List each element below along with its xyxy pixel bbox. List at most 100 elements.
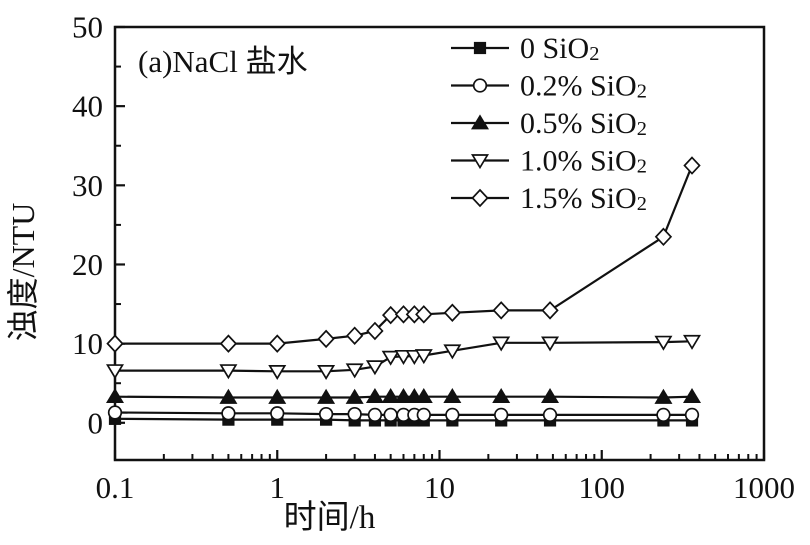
series-marker-3 [268,364,287,380]
series-marker-3 [219,364,238,380]
x-axis-tick-label: 1 [270,470,286,505]
text-run: 0 SiO [520,32,589,65]
subscript: 2 [637,156,647,178]
x-axis-title: 时间/h [284,500,376,536]
x-axis: 0.1 1 10 100 1000 [96,450,795,505]
series-marker-3 [541,336,560,352]
y-axis-tick-label: 20 [72,247,103,282]
series-marker-2 [317,388,336,404]
series-marker-4 [345,326,364,345]
panel-annotation: (a)NaCl 盐水 [138,44,308,79]
series-marker-1 [318,406,334,422]
series-marker-2 [365,388,384,404]
series-marker-3 [394,349,413,365]
subscript: 2 [637,193,647,215]
series-marker-3 [492,336,511,352]
series-marker-4 [366,321,384,341]
legend-marker-triangle-up [470,114,490,130]
series-marker-1 [383,407,398,423]
series-marker-1 [107,405,123,420]
series-marker-2 [381,388,400,404]
legend-label: 0 SiO2 [520,32,599,66]
series-marker-2 [541,388,560,404]
series-marker-1 [367,407,383,423]
legend-marker-diamond [471,188,489,208]
series-marker-4 [654,227,673,247]
series-marker-1 [494,407,509,423]
x-axis-tick-label: 100 [579,470,626,505]
series-2 [105,388,702,404]
series-marker-1 [270,406,285,421]
series-marker-3 [443,344,462,360]
legend-marker-triangle-down [470,154,490,170]
y-axis-tick-label: 40 [72,89,103,124]
legend-label: 1.0% SiO2 [520,144,647,178]
series-marker-1 [542,407,558,423]
x-axis-tick-label: 1000 [733,470,795,505]
series-marker-2 [268,388,287,404]
series-marker-4 [219,334,238,353]
series-marker-3 [365,360,384,376]
series-marker-2 [683,388,702,404]
y-axis-tick-label: 50 [72,10,103,45]
series-marker-4 [106,334,124,353]
series-marker-2 [219,388,238,404]
series-marker-1 [656,407,671,423]
x-axis-tick-label: 10 [424,470,455,505]
legend-label: 1.5% SiO2 [520,182,647,216]
series-1 [107,405,700,423]
y-axis-title: 浊度/NTU [5,203,41,342]
series-marker-1 [416,407,431,423]
legend-label: 0.5% SiO2 [520,107,647,141]
series-marker-4 [541,301,559,320]
series-marker-3 [317,364,336,380]
legend-entry-3: 1.0% SiO2 [451,144,647,178]
legend-label: 0.2% SiO2 [520,69,647,103]
series-marker-2 [443,388,462,404]
series-marker-2 [394,388,413,404]
series-marker-1 [445,407,460,423]
subscript: 2 [589,43,599,65]
series-marker-2 [654,388,673,404]
text-run: 1.5% SiO [520,182,637,215]
legend-marker-circle [472,78,488,93]
series-marker-1 [684,407,700,423]
x-axis-tick-label: 0.1 [96,470,135,505]
series-marker-2 [492,388,511,404]
series-marker-3 [414,349,433,365]
y-axis-tick-label: 10 [72,326,103,361]
series-marker-2 [105,388,125,404]
text-run: 0.5% SiO [520,107,637,140]
series-marker-4 [415,305,433,324]
series-marker-3 [654,335,673,351]
y-axis-tick-label: 30 [72,168,103,203]
legend-entry-2: 0.5% SiO2 [451,107,647,141]
subscript: 2 [637,81,647,103]
legend-entry-4: 1.5% SiO2 [451,182,647,216]
series-marker-4 [317,329,335,349]
series-marker-2 [414,388,433,404]
series-marker-1 [347,406,362,422]
series-marker-4 [443,303,462,323]
series-marker-3 [105,364,125,380]
series-4 [106,156,701,353]
legend-entry-0: 0 SiO2 [451,32,599,66]
subscript: 2 [637,118,647,140]
series-marker-3 [683,334,702,350]
series-marker-4 [492,301,510,320]
legend-marker-square [473,41,487,55]
series-marker-3 [381,350,400,366]
series-marker-4 [683,156,701,175]
series-marker-1 [221,406,236,421]
series-marker-4 [268,334,286,353]
series-marker-4 [381,305,400,325]
text-run: 0.2% SiO [520,69,637,102]
text-run: 1.0% SiO [520,144,637,177]
y-axis: 0 10 20 30 40 50 [72,10,125,440]
y-axis-tick-label: 0 [88,405,104,440]
series-marker-3 [345,363,364,379]
legend-entry-1: 0.2% SiO2 [451,69,647,103]
